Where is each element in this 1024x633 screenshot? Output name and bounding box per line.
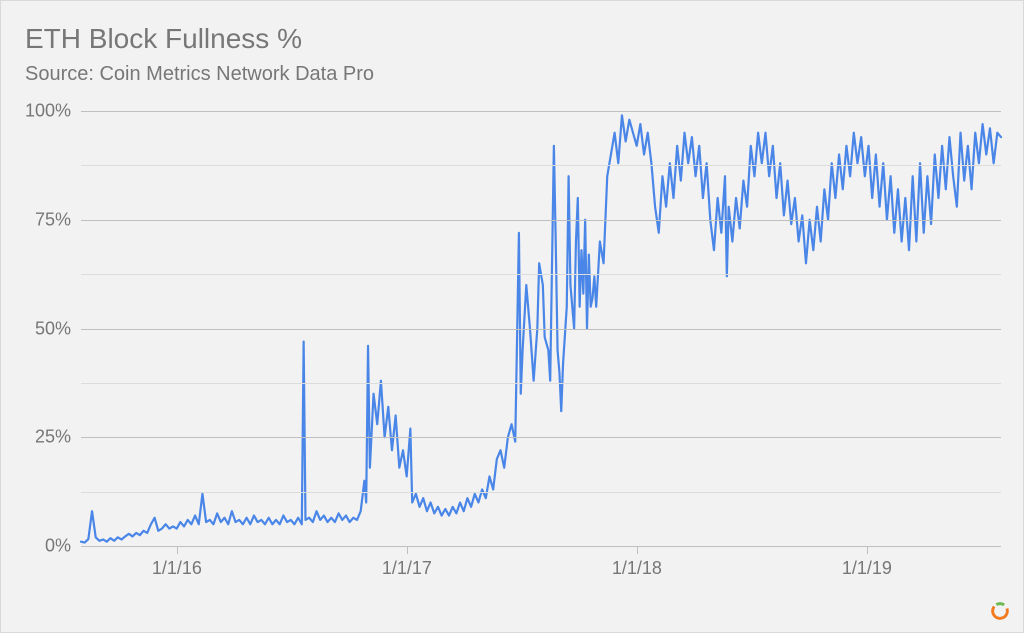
brand-logo-icon bbox=[989, 600, 1011, 622]
y-gridline bbox=[81, 329, 1001, 330]
y-gridline-minor bbox=[81, 492, 1001, 493]
y-gridline-minor bbox=[81, 383, 1001, 384]
x-tick-label: 1/1/17 bbox=[382, 558, 432, 579]
y-gridline bbox=[81, 546, 1001, 547]
chart-title: ETH Block Fullness % bbox=[25, 23, 302, 55]
chart-subtitle: Source: Coin Metrics Network Data Pro bbox=[25, 63, 374, 86]
y-gridline bbox=[81, 220, 1001, 221]
y-tick-label: 75% bbox=[35, 209, 71, 230]
x-tick-label: 1/1/19 bbox=[842, 558, 892, 579]
y-gridline-minor bbox=[81, 165, 1001, 166]
y-gridline bbox=[81, 437, 1001, 438]
y-tick-label: 50% bbox=[35, 318, 71, 339]
x-tick-label: 1/1/16 bbox=[152, 558, 202, 579]
y-tick-label: 0% bbox=[45, 536, 71, 557]
y-gridline bbox=[81, 111, 1001, 112]
chart-plot-area: 0%25%50%75%100%1/1/161/1/171/1/181/1/19 bbox=[81, 111, 1001, 546]
y-tick-label: 100% bbox=[25, 101, 71, 122]
y-tick-label: 25% bbox=[35, 427, 71, 448]
y-gridline-minor bbox=[81, 274, 1001, 275]
x-tick-label: 1/1/18 bbox=[612, 558, 662, 579]
